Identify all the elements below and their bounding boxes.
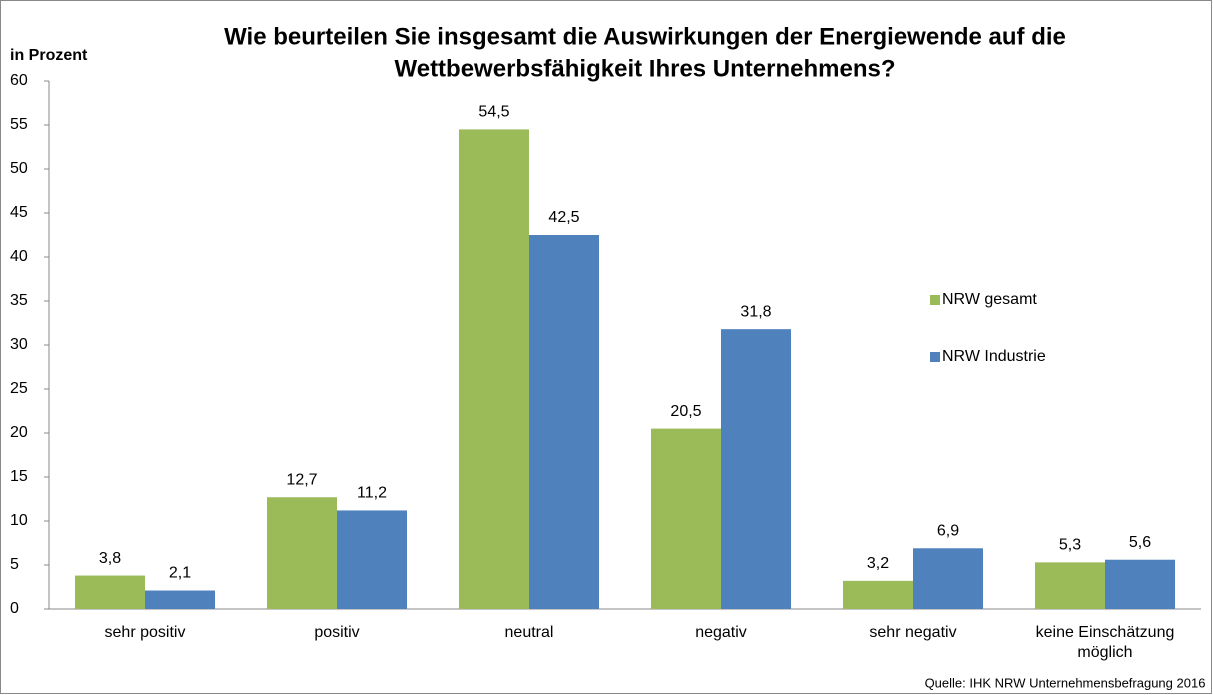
data-label: 2,1 xyxy=(169,565,191,582)
legend-label: NRW Industrie xyxy=(942,348,1046,365)
bar xyxy=(459,129,529,609)
y-tick-label: 10 xyxy=(10,512,28,529)
legend-label: NRW gesamt xyxy=(942,291,1037,308)
source: Quelle: IHK NRW Unternehmensbefragung 20… xyxy=(925,675,1206,690)
y-tick-label: 30 xyxy=(10,336,28,353)
y-tick-label: 55 xyxy=(10,116,28,133)
y-tick-label: 60 xyxy=(10,72,28,89)
x-tick-label: negativ xyxy=(695,624,747,641)
x-tick-label: neutral xyxy=(505,624,554,641)
data-label: 54,5 xyxy=(478,104,509,121)
x-tick-label-line: möglich xyxy=(1077,644,1132,661)
bar xyxy=(651,428,721,609)
bar xyxy=(913,548,983,609)
bar xyxy=(1105,559,1175,609)
legend-swatch xyxy=(930,352,940,362)
y-tick-label: 45 xyxy=(10,204,28,221)
y-tick-label: 50 xyxy=(10,160,28,177)
data-label: 31,8 xyxy=(740,303,771,320)
y-tick-label: 40 xyxy=(10,248,28,265)
bar xyxy=(721,329,791,609)
data-label: 42,5 xyxy=(548,209,579,226)
bar xyxy=(843,580,913,609)
chart-title: Wettbewerbsfähigkeit Ihres Unternehmens? xyxy=(395,55,896,82)
bar xyxy=(337,510,407,609)
y-tick-label: 0 xyxy=(10,600,19,617)
y-tick-label: 5 xyxy=(10,556,19,573)
data-label: 12,7 xyxy=(286,471,317,488)
data-label: 20,5 xyxy=(670,403,701,420)
bar xyxy=(529,235,599,609)
data-label: 3,8 xyxy=(99,550,121,567)
y-tick-label: 35 xyxy=(10,292,28,309)
x-tick-label: keine Einschätzung möglich xyxy=(1036,624,1175,661)
data-label: 5,6 xyxy=(1129,534,1151,551)
data-label: 6,9 xyxy=(937,522,959,539)
bar xyxy=(145,590,215,609)
bar xyxy=(267,497,337,609)
x-tick-label: sehr negativ xyxy=(869,624,956,641)
y-tick-label: 20 xyxy=(10,424,28,441)
x-tick-label: positiv xyxy=(314,624,359,641)
data-label: 11,2 xyxy=(357,485,387,502)
y-axis-label: in Prozent xyxy=(10,47,88,64)
data-label: 5,3 xyxy=(1059,537,1081,554)
x-tick-label-line: keine Einschätzung xyxy=(1036,624,1175,641)
y-tick-label: 15 xyxy=(10,468,28,485)
data-label: 3,2 xyxy=(867,555,889,572)
chart-title: Wie beurteilen Sie insgesamt die Auswirk… xyxy=(224,23,1066,50)
x-tick-label: sehr positiv xyxy=(105,624,186,641)
legend-swatch xyxy=(930,295,940,305)
bar xyxy=(75,575,145,609)
bar xyxy=(1035,562,1105,609)
y-tick-label: 25 xyxy=(10,380,28,397)
